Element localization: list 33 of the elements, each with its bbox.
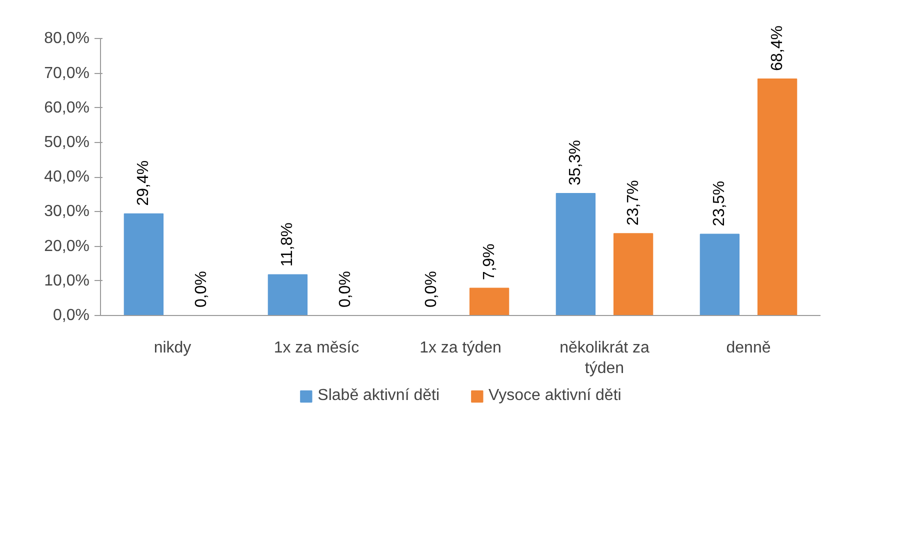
- data-label: 11,8%: [279, 222, 296, 267]
- y-tick-label: 30,0%: [44, 203, 90, 220]
- data-label: 0,0%: [423, 271, 440, 308]
- y-tick-label: 10,0%: [44, 272, 90, 290]
- data-label: 29,4%: [135, 160, 152, 206]
- x-tick-label: 1x za týden: [420, 340, 502, 356]
- y-tick-label: 50,0%: [44, 134, 90, 152]
- bar: [556, 192, 596, 316]
- x-tick-label: denně: [726, 340, 771, 356]
- bar: [469, 288, 510, 316]
- y-tick-label: 20,0%: [44, 238, 90, 255]
- y-tick-label: 0,0%: [53, 307, 90, 324]
- bar: [757, 78, 798, 316]
- bar: [268, 274, 308, 316]
- y-tick-label: 60,0%: [44, 99, 90, 116]
- x-tick-label: 1x za měsíc: [274, 340, 360, 356]
- data-label: 23,7%: [624, 180, 642, 226]
- data-label: 68,4%: [768, 25, 786, 71]
- data-label: 7,9%: [480, 244, 498, 280]
- x-tick-label: několikrát za týden: [560, 340, 650, 377]
- bar: [124, 213, 164, 316]
- data-label: 0,0%: [192, 271, 210, 308]
- bar: [700, 234, 740, 316]
- y-tick-label: 80,0%: [44, 30, 90, 48]
- y-tick-label: 40,0%: [44, 168, 90, 186]
- legend-label: Vysoce aktivní děti: [488, 387, 622, 405]
- data-label: 0,0%: [336, 271, 354, 308]
- x-tick-label: nikdy: [154, 340, 192, 356]
- data-label: 35,3%: [567, 140, 584, 186]
- legend-label: Slabě aktivní děti: [318, 387, 440, 405]
- data-label: 23,5%: [711, 180, 728, 226]
- y-tick-label: 70,0%: [44, 64, 90, 82]
- bar: [613, 233, 654, 316]
